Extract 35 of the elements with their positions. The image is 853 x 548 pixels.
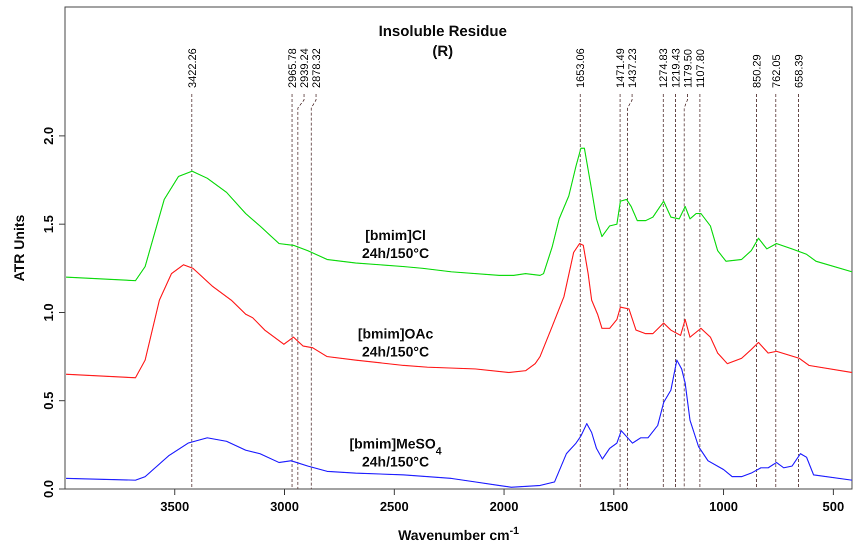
series-label: [bmim]MeSO$_{4}$ 24h/150°C (349, 436, 442, 470)
ref-line-label: 1471.49 (615, 48, 628, 88)
ref-line-label: 2939.24 (299, 48, 312, 88)
series-label: [bmim]Cl 24h/150°C (362, 226, 430, 261)
x-axis-title: Wavenumber cm$^{-1}$ (398, 525, 520, 543)
ref-line-label: 1274.83 (658, 48, 670, 88)
y-axis-title: ATR Units (11, 214, 27, 282)
x-tick-label: 1500 (599, 499, 628, 514)
ref-line-label: 762.05 (770, 54, 783, 88)
y-tick-label: 1.5 (41, 215, 56, 234)
ref-line-label: 1179.50 (682, 49, 694, 88)
ref-line-label: 1107.80 (694, 49, 707, 88)
line-series (66, 360, 853, 488)
ref-line-label: 1219.43 (670, 48, 682, 88)
ref-line-label: 3422.26 (186, 48, 199, 88)
y-tick-label: 1.0 (41, 303, 56, 322)
ref-line-label: 2965.78 (287, 48, 300, 88)
text: Insoluble Residue (R) (378, 23, 507, 60)
ref-line-label: 658.39 (794, 54, 806, 88)
x-tick-label: 2500 (380, 499, 409, 514)
ref-line-label: 1437.23 (627, 48, 640, 88)
ref-line-label: 1653.06 (575, 48, 588, 88)
line-series (66, 242, 853, 378)
y-tick-label: 2.0 (41, 126, 56, 145)
ref-line-label: 2878.32 (311, 48, 324, 88)
y-tick-label: 0.0 (41, 480, 56, 498)
y-tick-label: 0.5 (41, 392, 56, 410)
line-series (66, 148, 853, 282)
x-tick-label: 2000 (490, 499, 519, 514)
x-tick-label: 3500 (160, 499, 190, 514)
series-label: [bmim]OAc 24h/150°C (358, 326, 434, 360)
x-tick-label: 3000 (270, 499, 299, 514)
x-tick-label: 500 (822, 499, 844, 514)
x-tick-label: 1000 (709, 499, 738, 514)
ref-line-label: 850.29 (751, 54, 764, 88)
